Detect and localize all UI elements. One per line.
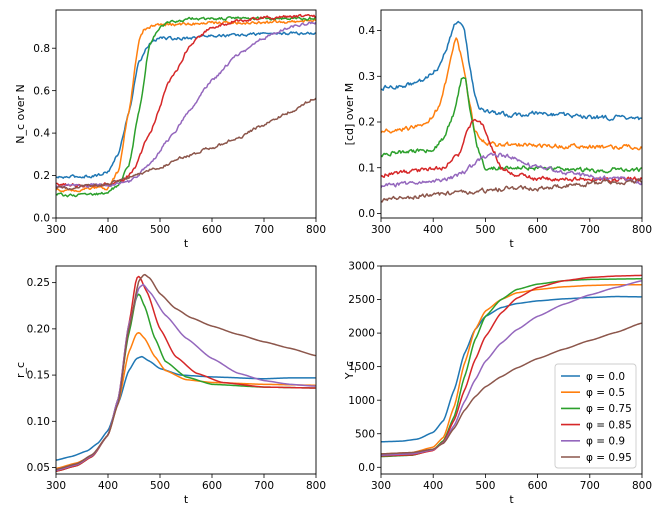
y-tick-label: 0.1 xyxy=(358,162,375,174)
legend-label: φ = 0.5 xyxy=(586,387,625,399)
x-tick-label: 600 xyxy=(528,224,548,236)
y-tick-label: 0.05 xyxy=(27,462,50,474)
y-tick-label: 2000 xyxy=(348,328,375,340)
x-tick-label: 800 xyxy=(306,480,326,492)
y-tick-label: 0.4 xyxy=(33,128,50,140)
y-tick-label: 0.2 xyxy=(33,170,50,182)
series-line-3 xyxy=(56,13,316,188)
x-tick-label: 300 xyxy=(371,224,391,236)
y-tick-label: 0.2 xyxy=(358,117,375,129)
y-tick-label: 3000 xyxy=(348,261,375,273)
plot-frame xyxy=(55,265,317,475)
series-line-5 xyxy=(381,178,642,203)
y-tick-label: 0.8 xyxy=(33,43,50,55)
x-tick-label: 800 xyxy=(632,224,652,236)
chart-panel-1: 300 400 500 600 700 800 0.0 0.2 0.4 0.6 0.8 t N_c ov… xyxy=(14,9,326,250)
x-tick-label: 800 xyxy=(306,224,326,236)
series-line-3 xyxy=(56,275,316,472)
series-line-5 xyxy=(56,273,316,471)
series-line-1 xyxy=(56,331,316,470)
x-tick-label: 800 xyxy=(632,480,652,492)
x-tick-label: 700 xyxy=(254,480,274,492)
y-tick-label: 0.6 xyxy=(33,85,50,97)
series-group xyxy=(56,13,316,198)
x-axis-label: t xyxy=(184,493,189,506)
x-tick-label: 300 xyxy=(46,224,66,236)
x-tick-label: 400 xyxy=(98,480,118,492)
series-group xyxy=(381,274,642,458)
series-line-0 xyxy=(381,295,642,443)
x-tick-label: 600 xyxy=(202,480,222,492)
legend-label: φ = 0.9 xyxy=(586,436,625,448)
series-line-3 xyxy=(381,274,642,457)
series-line-5 xyxy=(381,322,642,455)
series-line-2 xyxy=(381,76,642,174)
x-tick-label: 300 xyxy=(371,480,391,492)
chart-panel-4: 300 400 500 600 700 800 0.0 500 1000 1500 2000 2500… xyxy=(343,261,652,506)
x-tick-label: 500 xyxy=(475,480,495,492)
y-tick-label: 2500 xyxy=(348,294,375,306)
x-tick-label: 400 xyxy=(423,480,443,492)
series-line-5 xyxy=(56,97,316,191)
chart-panel-2: 300 400 500 600 700 800 0.0 0.1 0.2 0.3 0.4 t [cd] o… xyxy=(343,9,652,250)
y-tick-label: 0.25 xyxy=(27,277,50,289)
series-line-2 xyxy=(56,16,316,198)
y-tick-label: 0.0 xyxy=(358,462,375,474)
series-line-1 xyxy=(381,284,642,455)
y-tick-label: 0.20 xyxy=(27,323,50,335)
y-axis-label: Y_c xyxy=(343,361,356,380)
x-tick-label: 700 xyxy=(254,224,274,236)
y-tick-label: 500 xyxy=(355,428,375,440)
series-group xyxy=(56,273,316,472)
x-tick-label: 700 xyxy=(580,480,600,492)
y-tick-label: 0.10 xyxy=(27,416,50,428)
series-line-4 xyxy=(381,152,642,189)
x-tick-label: 400 xyxy=(423,224,443,236)
plot-frame xyxy=(380,9,643,219)
x-tick-label: 600 xyxy=(528,480,548,492)
series-line-0 xyxy=(381,20,642,122)
plot-frame xyxy=(380,265,643,475)
x-tick-label: 500 xyxy=(150,480,170,492)
series-line-1 xyxy=(56,18,316,193)
y-tick-label: 0.0 xyxy=(33,213,50,225)
legend-label: φ = 0.0 xyxy=(586,371,625,383)
y-tick-label: 1500 xyxy=(348,361,375,373)
chart-panel-3: 300 400 500 600 700 800 0.05 0.10 0.15 0.20 0.25 t r… xyxy=(14,265,326,506)
y-tick-label: 0.4 xyxy=(358,25,375,37)
series-line-0 xyxy=(56,355,316,461)
y-tick-label: 0.0 xyxy=(358,208,375,220)
x-tick-label: 600 xyxy=(202,224,222,236)
legend-label: φ = 0.85 xyxy=(586,419,632,431)
y-axis-label: r_c xyxy=(14,362,27,378)
legend-label: φ = 0.75 xyxy=(586,403,632,415)
y-axis-label: [cd] over M xyxy=(343,83,356,146)
series-line-1 xyxy=(381,37,642,151)
x-tick-label: 700 xyxy=(580,224,600,236)
x-tick-label: 300 xyxy=(46,480,66,492)
series-line-4 xyxy=(56,21,316,189)
legend-box xyxy=(554,363,637,469)
series-line-4 xyxy=(381,280,642,456)
x-axis-label: t xyxy=(184,237,189,250)
legend: φ = 0.0 φ = 0.5 φ = 0.75 φ = 0.85 φ = 0.9 φ =… xyxy=(554,363,637,469)
series-line-3 xyxy=(381,118,642,183)
y-tick-label: 0.3 xyxy=(358,71,375,83)
x-tick-label: 400 xyxy=(98,224,118,236)
y-axis-label: N_c over N xyxy=(14,84,27,144)
x-axis-label: t xyxy=(509,237,514,250)
y-tick-label: 0.15 xyxy=(27,370,50,382)
series-group xyxy=(381,20,642,203)
legend-label: φ = 0.95 xyxy=(586,452,632,464)
plot-frame xyxy=(55,9,317,219)
x-axis-label: t xyxy=(509,493,514,506)
x-tick-label: 500 xyxy=(475,224,495,236)
y-tick-label: 1000 xyxy=(348,395,375,407)
x-tick-label: 500 xyxy=(150,224,170,236)
